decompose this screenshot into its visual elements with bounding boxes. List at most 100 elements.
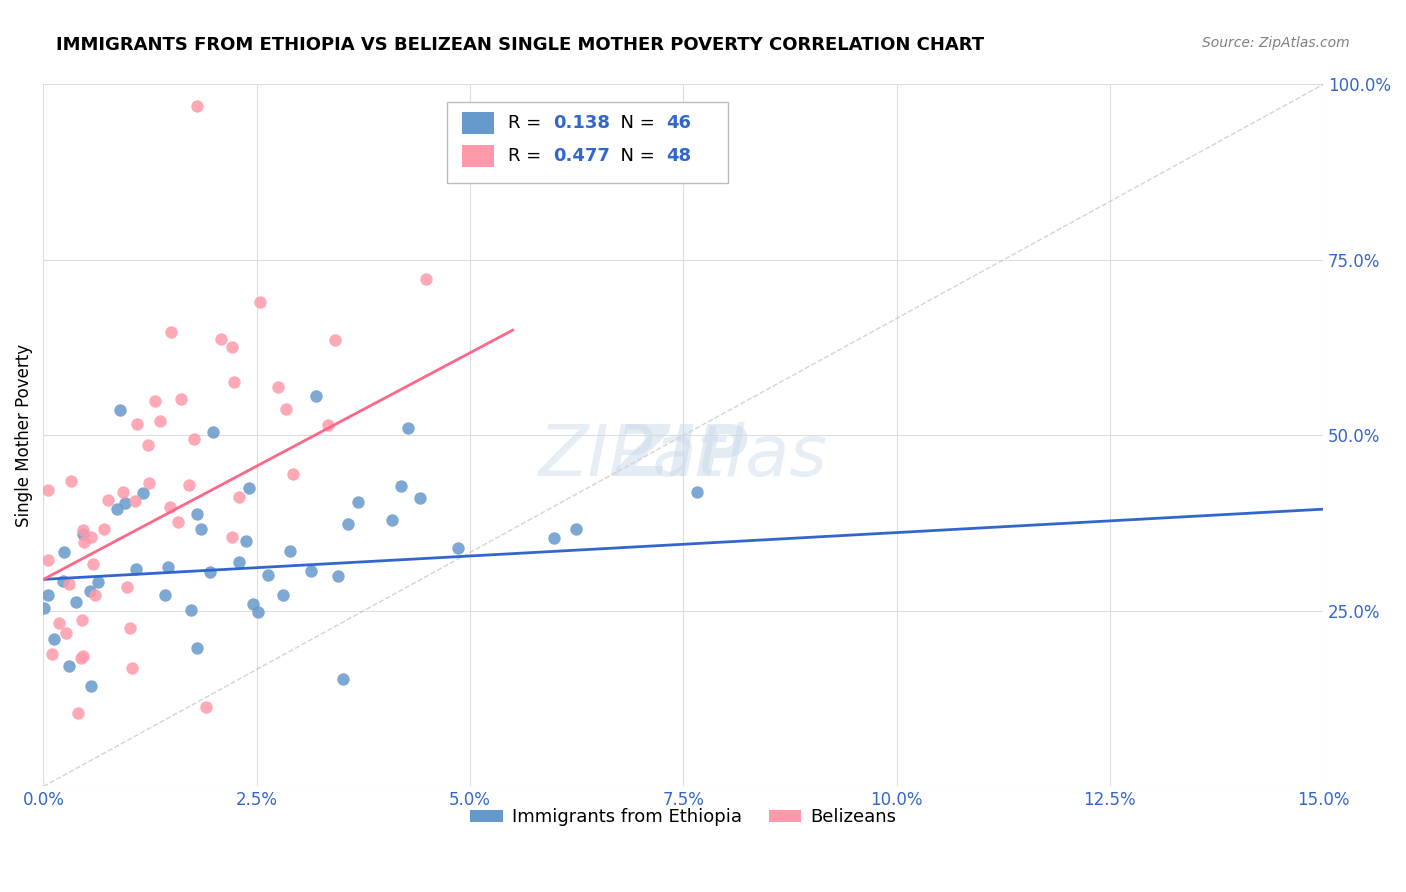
Point: [686, 485, 709, 500]
Point: [80, 530, 103, 544]
Text: 0.477: 0.477: [553, 147, 610, 165]
Point: [37, 483, 59, 497]
Point: [97, 493, 120, 508]
Text: ZIP: ZIP: [617, 422, 749, 491]
Text: 48: 48: [666, 147, 692, 165]
Point: [281, 467, 304, 481]
Point: [32, 600, 55, 615]
Point: [93, 522, 115, 536]
Point: [224, 375, 246, 389]
Point: [125, 562, 148, 576]
Point: [65, 595, 87, 609]
Point: [415, 272, 437, 286]
Point: [125, 417, 148, 431]
Point: [136, 438, 159, 452]
Point: [389, 479, 412, 493]
Point: [114, 496, 136, 510]
FancyBboxPatch shape: [463, 112, 494, 135]
Point: [183, 432, 205, 446]
Point: [120, 621, 142, 635]
Point: [80, 679, 103, 693]
Point: [83, 588, 105, 602]
Text: ZIPatlas: ZIPatlas: [538, 422, 828, 491]
Point: [565, 522, 588, 536]
Y-axis label: Single Mother Poverty: Single Mother Poverty: [15, 344, 32, 527]
Point: [124, 494, 146, 508]
Point: [143, 393, 166, 408]
Point: [221, 340, 243, 354]
Text: IMMIGRANTS FROM ETHIOPIA VS BELIZEAN SINGLE MOTHER POVERTY CORRELATION CHART: IMMIGRANTS FROM ETHIOPIA VS BELIZEAN SIN…: [56, 36, 984, 54]
Point: [105, 501, 128, 516]
Point: [132, 485, 155, 500]
Point: [194, 699, 217, 714]
Point: [242, 597, 264, 611]
Point: [138, 476, 160, 491]
Point: [299, 564, 322, 578]
Point: [201, 425, 224, 439]
FancyBboxPatch shape: [447, 102, 728, 183]
Point: [305, 389, 328, 403]
Point: [41, 647, 63, 661]
Point: [316, 417, 339, 432]
Point: [447, 541, 470, 555]
Text: R =: R =: [508, 147, 547, 165]
Point: [160, 325, 183, 339]
Point: [72, 649, 94, 664]
Point: [221, 530, 243, 544]
Point: [271, 588, 294, 602]
Point: [37, 553, 59, 567]
Point: [72, 524, 94, 538]
Point: [249, 295, 271, 310]
Point: [278, 544, 301, 558]
Point: [332, 673, 354, 687]
Point: [37, 588, 59, 602]
Point: [409, 491, 432, 505]
Point: [149, 414, 172, 428]
Point: [186, 641, 208, 656]
Point: [108, 403, 131, 417]
Point: [167, 515, 190, 529]
Point: [266, 380, 288, 394]
Point: [153, 588, 176, 602]
Point: [246, 605, 269, 619]
Point: [156, 559, 179, 574]
Point: [117, 580, 139, 594]
Point: [70, 651, 93, 665]
Text: 46: 46: [666, 114, 692, 132]
Point: [347, 494, 370, 508]
Text: Source: ZipAtlas.com: Source: ZipAtlas.com: [1202, 36, 1350, 50]
Point: [87, 574, 110, 589]
Point: [55, 626, 77, 640]
Point: [381, 513, 404, 527]
Point: [228, 490, 250, 504]
Point: [543, 531, 565, 545]
Point: [52, 574, 75, 588]
Point: [228, 556, 250, 570]
Text: R =: R =: [508, 114, 547, 132]
Point: [326, 569, 349, 583]
Point: [58, 659, 80, 673]
Point: [190, 522, 212, 536]
Point: [323, 334, 346, 348]
Point: [111, 485, 134, 500]
Point: [186, 507, 208, 521]
Point: [211, 332, 233, 346]
Point: [121, 661, 143, 675]
Point: [73, 535, 96, 549]
Point: [48, 616, 70, 631]
Point: [42, 632, 65, 646]
Point: [82, 558, 104, 572]
Point: [238, 481, 260, 495]
Point: [276, 402, 298, 417]
Point: [180, 603, 202, 617]
Point: [200, 565, 222, 579]
Legend: Immigrants from Ethiopia, Belizeans: Immigrants from Ethiopia, Belizeans: [463, 801, 904, 834]
Point: [235, 534, 257, 549]
Point: [396, 421, 419, 435]
Point: [186, 98, 208, 112]
Point: [256, 568, 278, 582]
Text: N =: N =: [609, 147, 661, 165]
Point: [170, 392, 193, 406]
Point: [59, 474, 82, 488]
Point: [79, 583, 101, 598]
